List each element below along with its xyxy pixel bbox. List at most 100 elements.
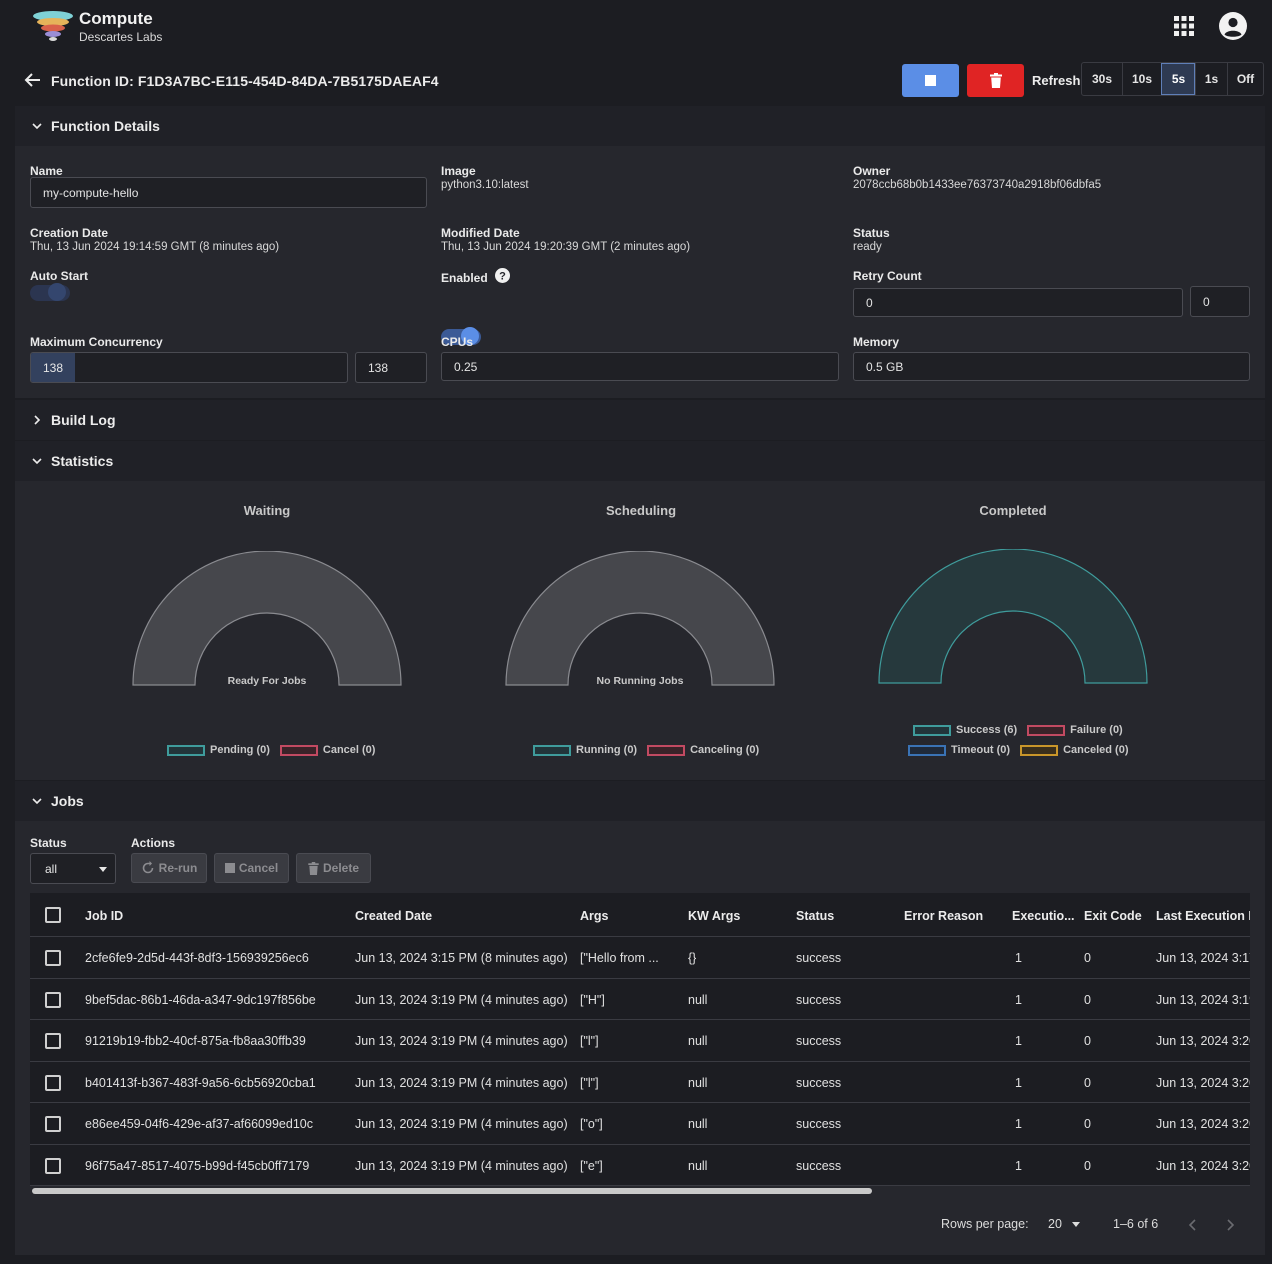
column-header-executions[interactable]: Executio...	[1012, 909, 1075, 923]
function-header: Function ID: F1D3A7BC-E115-454D-84DA-7B5…	[0, 58, 1272, 104]
cell-job-id: 91219b19-fbb2-40cf-875a-fb8aa30ffb39	[85, 1034, 306, 1048]
table-row[interactable]: b401413f-b367-483f-9a56-6cb56920cba1 Jun …	[30, 1061, 1250, 1103]
auto-start-toggle[interactable]	[30, 281, 70, 303]
legend-item-canceled[interactable]: Canceled (0)	[1020, 744, 1129, 756]
compute-logo-icon	[33, 11, 73, 41]
legend-item-canceling[interactable]: Canceling (0)	[647, 744, 759, 756]
row-checkbox[interactable]	[45, 1074, 61, 1091]
cancel-jobs-button[interactable]: Cancel	[214, 853, 289, 883]
help-icon[interactable]: ?	[495, 268, 510, 283]
cell-status: success	[796, 1117, 842, 1131]
back-arrow-icon[interactable]	[24, 71, 42, 89]
cell-last-execution: Jun 13, 2024 3:20	[1156, 1158, 1250, 1173]
memory-input[interactable]: 0.5 GB	[853, 352, 1250, 381]
row-checkbox[interactable]	[45, 950, 61, 966]
max-concurrency-slider[interactable]: 138	[30, 352, 348, 383]
table-row[interactable]: 91219b19-fbb2-40cf-875a-fb8aa30ffb39 Jun …	[30, 1020, 1250, 1062]
refresh-5s-option[interactable]: 5s	[1161, 63, 1195, 95]
build-log-section: Build Log	[15, 400, 1265, 440]
legend-item-running[interactable]: Running (0)	[533, 744, 637, 756]
cell-job-id: 96f75a47-8517-4075-b99d-f45cb0ff7179	[85, 1158, 310, 1173]
chevron-down-icon	[32, 798, 42, 805]
row-checkbox[interactable]	[45, 991, 61, 1008]
retry-count-slider[interactable]: 0	[853, 288, 1183, 317]
rerun-button[interactable]: Re-run	[131, 853, 207, 883]
retry-count-input[interactable]: 0	[1190, 286, 1250, 317]
gauge-empty-arc[interactable]	[132, 551, 402, 686]
column-header-created-date[interactable]: Created Date	[355, 909, 433, 923]
build-log-header[interactable]: Build Log	[15, 400, 1265, 440]
name-input[interactable]: my-compute-hello	[30, 177, 427, 208]
table-row[interactable]: 2cfe6fe9-2d5d-443f-8df3-156939256ec6 Jun …	[30, 937, 1250, 979]
cpus-input[interactable]: 0.25	[441, 352, 839, 381]
column-header-status[interactable]: Status	[796, 909, 835, 923]
row-checkbox[interactable]	[45, 1116, 61, 1132]
caret-down-icon	[99, 867, 107, 872]
auto-start-label: Auto Start	[30, 269, 88, 283]
cell-args: ["Hello from ...	[580, 951, 659, 965]
cell-created-date: Jun 13, 2024 3:15 PM (8 minutes ago)	[355, 951, 568, 965]
column-header-last-execution[interactable]: Last Execution D	[1156, 909, 1250, 923]
table-row[interactable]: e86ee459-04f6-429e-af37-af66099ed10c Jun …	[30, 1103, 1250, 1145]
completed-legend-row-1: Success (6) Failure (0)	[913, 724, 1127, 736]
account-circle-icon[interactable]	[1215, 8, 1251, 44]
prev-page-icon[interactable]	[1188, 1219, 1198, 1231]
scrollbar-thumb[interactable]	[32, 1188, 872, 1194]
column-header-exit-code[interactable]: Exit Code	[1084, 909, 1142, 923]
cell-job-id: 2cfe6fe9-2d5d-443f-8df3-156939256ec6	[85, 951, 309, 965]
cell-last-execution: Jun 13, 2024 3:17	[1156, 951, 1250, 965]
delete-jobs-button[interactable]: Delete	[296, 853, 371, 883]
svg-text:?: ?	[499, 271, 506, 283]
table-row[interactable]: 9bef5dac-86b1-46da-a347-9dc197f856be Jun …	[30, 978, 1250, 1020]
refresh-30s-option[interactable]: 30s	[1091, 72, 1113, 86]
jobs-header[interactable]: Jobs	[15, 781, 1265, 821]
column-header-error-reason[interactable]: Error Reason	[904, 909, 984, 923]
column-header-job-id[interactable]: Job ID	[85, 909, 124, 923]
refresh-off-option[interactable]: Off	[1227, 63, 1263, 95]
cell-args: ["H"]	[580, 992, 605, 1007]
refresh-1s-option[interactable]: 1s	[1195, 63, 1227, 95]
cell-args: ["l"]	[580, 1034, 599, 1048]
chevron-down-icon	[32, 123, 42, 130]
cell-exit-code: 0	[1084, 1117, 1091, 1131]
rows-per-page-select[interactable]: 20	[1048, 1217, 1080, 1231]
legend-item-timeout[interactable]: Timeout (0)	[908, 744, 1010, 756]
select-all-checkbox[interactable]	[45, 907, 61, 923]
refresh-10s-option[interactable]: 10s	[1122, 63, 1161, 95]
cell-executions: 1	[1015, 1034, 1022, 1048]
row-checkbox[interactable]	[45, 1157, 61, 1174]
stop-button[interactable]	[902, 64, 959, 97]
column-header-args[interactable]: Args	[580, 909, 609, 923]
enabled-toggle[interactable]	[441, 325, 481, 347]
next-page-icon[interactable]	[1225, 1219, 1235, 1231]
max-concurrency-label: Maximum Concurrency	[30, 335, 163, 349]
legend-label-pending: Pending (0)	[210, 744, 270, 756]
gauge-slice-success[interactable]	[878, 549, 1148, 684]
legend-item-pending[interactable]: Pending (0)	[167, 744, 270, 756]
delete-function-button[interactable]	[967, 64, 1024, 97]
name-label: Name	[30, 164, 63, 178]
legend-item-cancel[interactable]: Cancel (0)	[279, 744, 375, 756]
trash-icon	[989, 73, 1002, 88]
table-header-row: Job ID Created Date Args KW Args Status …	[30, 893, 1250, 937]
cell-args: ["e"]	[580, 1158, 603, 1173]
table-row[interactable]: 96f75a47-8517-4075-b99d-f45cb0ff7179 Jun …	[30, 1144, 1250, 1186]
horizontal-scrollbar[interactable]	[30, 1187, 1248, 1195]
cell-kw-args: null	[688, 992, 708, 1007]
cell-executions: 1	[1015, 1117, 1022, 1131]
row-checkbox[interactable]	[45, 1033, 61, 1049]
gauge-empty-arc[interactable]	[505, 551, 775, 686]
legend-item-success[interactable]: Success (6)	[913, 724, 1017, 736]
max-concurrency-input[interactable]: 138	[355, 352, 427, 383]
statistics-header[interactable]: Statistics	[15, 441, 1265, 481]
column-header-kw-args[interactable]: KW Args	[688, 909, 741, 923]
function-details-header[interactable]: Function Details	[15, 106, 1265, 146]
legend-label-running: Running (0)	[576, 744, 638, 756]
cell-args: ["o"]	[580, 1117, 603, 1131]
status-filter-label: Status	[30, 836, 67, 850]
cell-job-id: e86ee459-04f6-429e-af37-af66099ed10c	[85, 1117, 313, 1131]
legend-item-failure[interactable]: Failure (0)	[1027, 724, 1123, 736]
waiting-chart-title: Waiting	[243, 503, 291, 518]
status-filter-select[interactable]: all	[30, 853, 116, 884]
grid-apps-icon[interactable]	[1166, 8, 1202, 44]
